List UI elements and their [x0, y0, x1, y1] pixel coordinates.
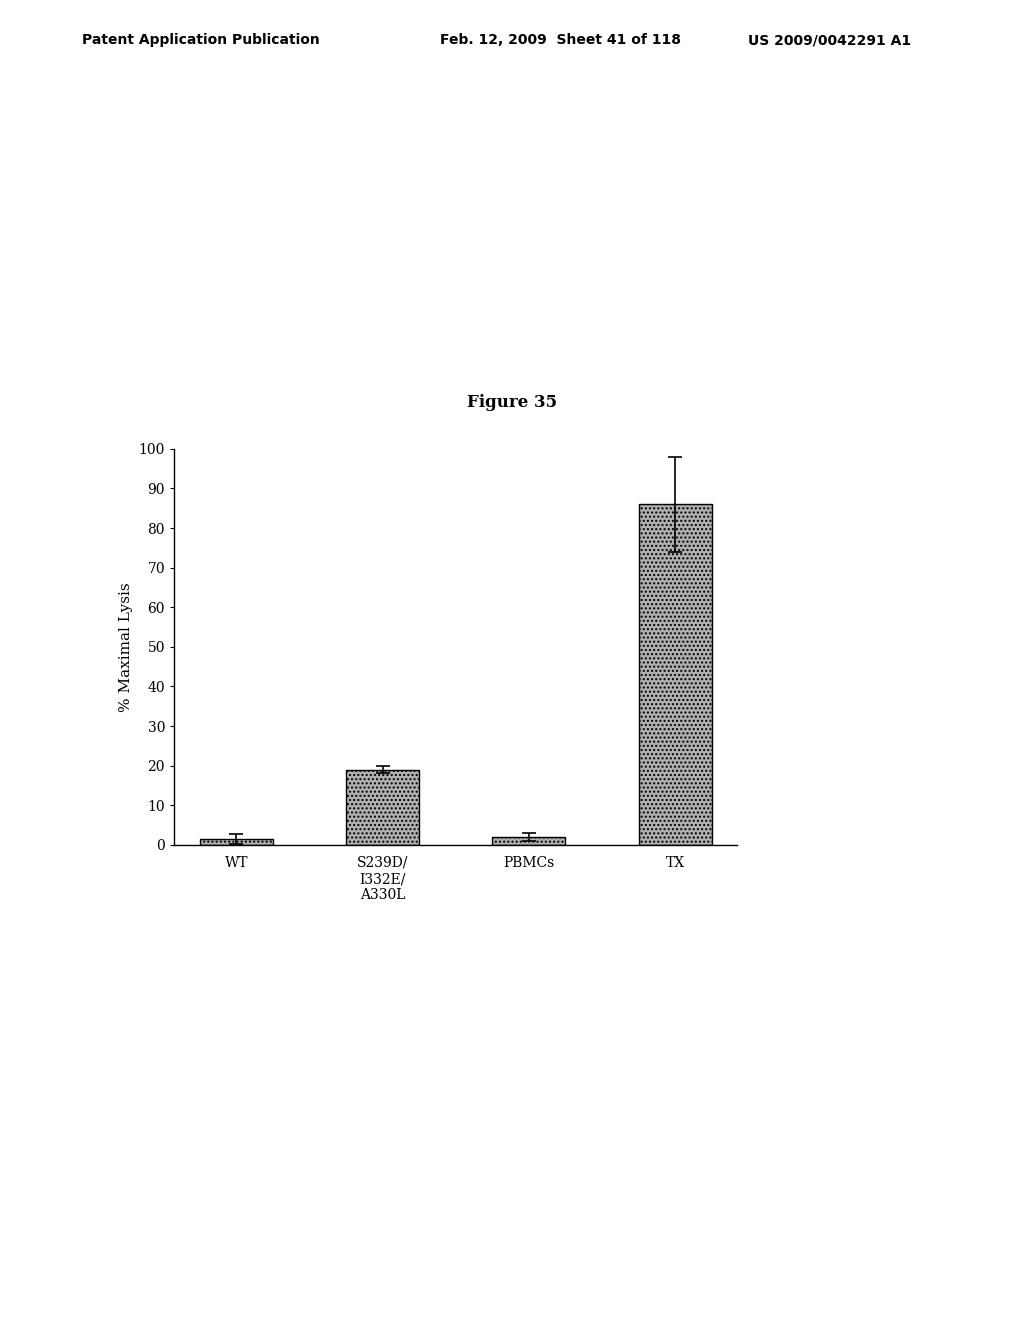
Text: Figure 35: Figure 35 [467, 395, 557, 411]
Bar [493, 837, 565, 845]
Bar [346, 770, 419, 845]
Text: Feb. 12, 2009  Sheet 41 of 118: Feb. 12, 2009 Sheet 41 of 118 [440, 33, 681, 48]
Text: Patent Application Publication: Patent Application Publication [82, 33, 319, 48]
Bar [639, 504, 712, 845]
Y-axis label: % Maximal Lysis: % Maximal Lysis [119, 582, 133, 711]
Bar [200, 840, 272, 845]
Text: US 2009/0042291 A1: US 2009/0042291 A1 [748, 33, 910, 48]
